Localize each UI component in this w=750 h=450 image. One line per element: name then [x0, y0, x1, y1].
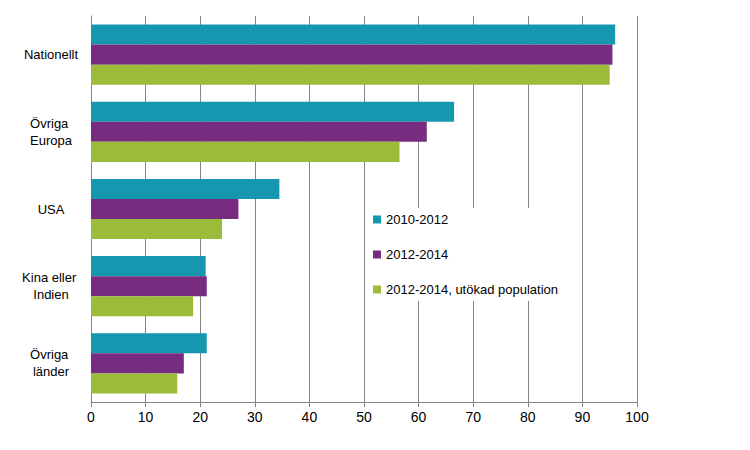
svg-text:Indien: Indien [33, 287, 68, 302]
svg-text:2012-2014: 2012-2014 [386, 247, 448, 262]
svg-text:Nationellt: Nationellt [24, 47, 79, 62]
svg-text:70: 70 [465, 409, 481, 425]
svg-text:30: 30 [247, 409, 263, 425]
svg-text:60: 60 [411, 409, 427, 425]
svg-text:50: 50 [356, 409, 372, 425]
svg-text:40: 40 [302, 409, 318, 425]
svg-text:USA: USA [38, 202, 65, 217]
svg-text:2012-2014, utökad population: 2012-2014, utökad population [386, 282, 558, 297]
svg-text:2010-2012: 2010-2012 [386, 212, 448, 227]
svg-text:länder: länder [33, 364, 70, 379]
svg-text:Kina eller: Kina eller [22, 270, 80, 285]
svg-text:80: 80 [520, 409, 536, 425]
svg-text:Övriga: Övriga [30, 347, 72, 362]
svg-text:100: 100 [625, 409, 649, 425]
svg-text:Övriga: Övriga [30, 116, 72, 131]
svg-text:90: 90 [575, 409, 591, 425]
svg-text:0: 0 [87, 409, 95, 425]
svg-text:10: 10 [138, 409, 154, 425]
svg-text:Europa: Europa [30, 133, 73, 148]
svg-text:20: 20 [192, 409, 208, 425]
